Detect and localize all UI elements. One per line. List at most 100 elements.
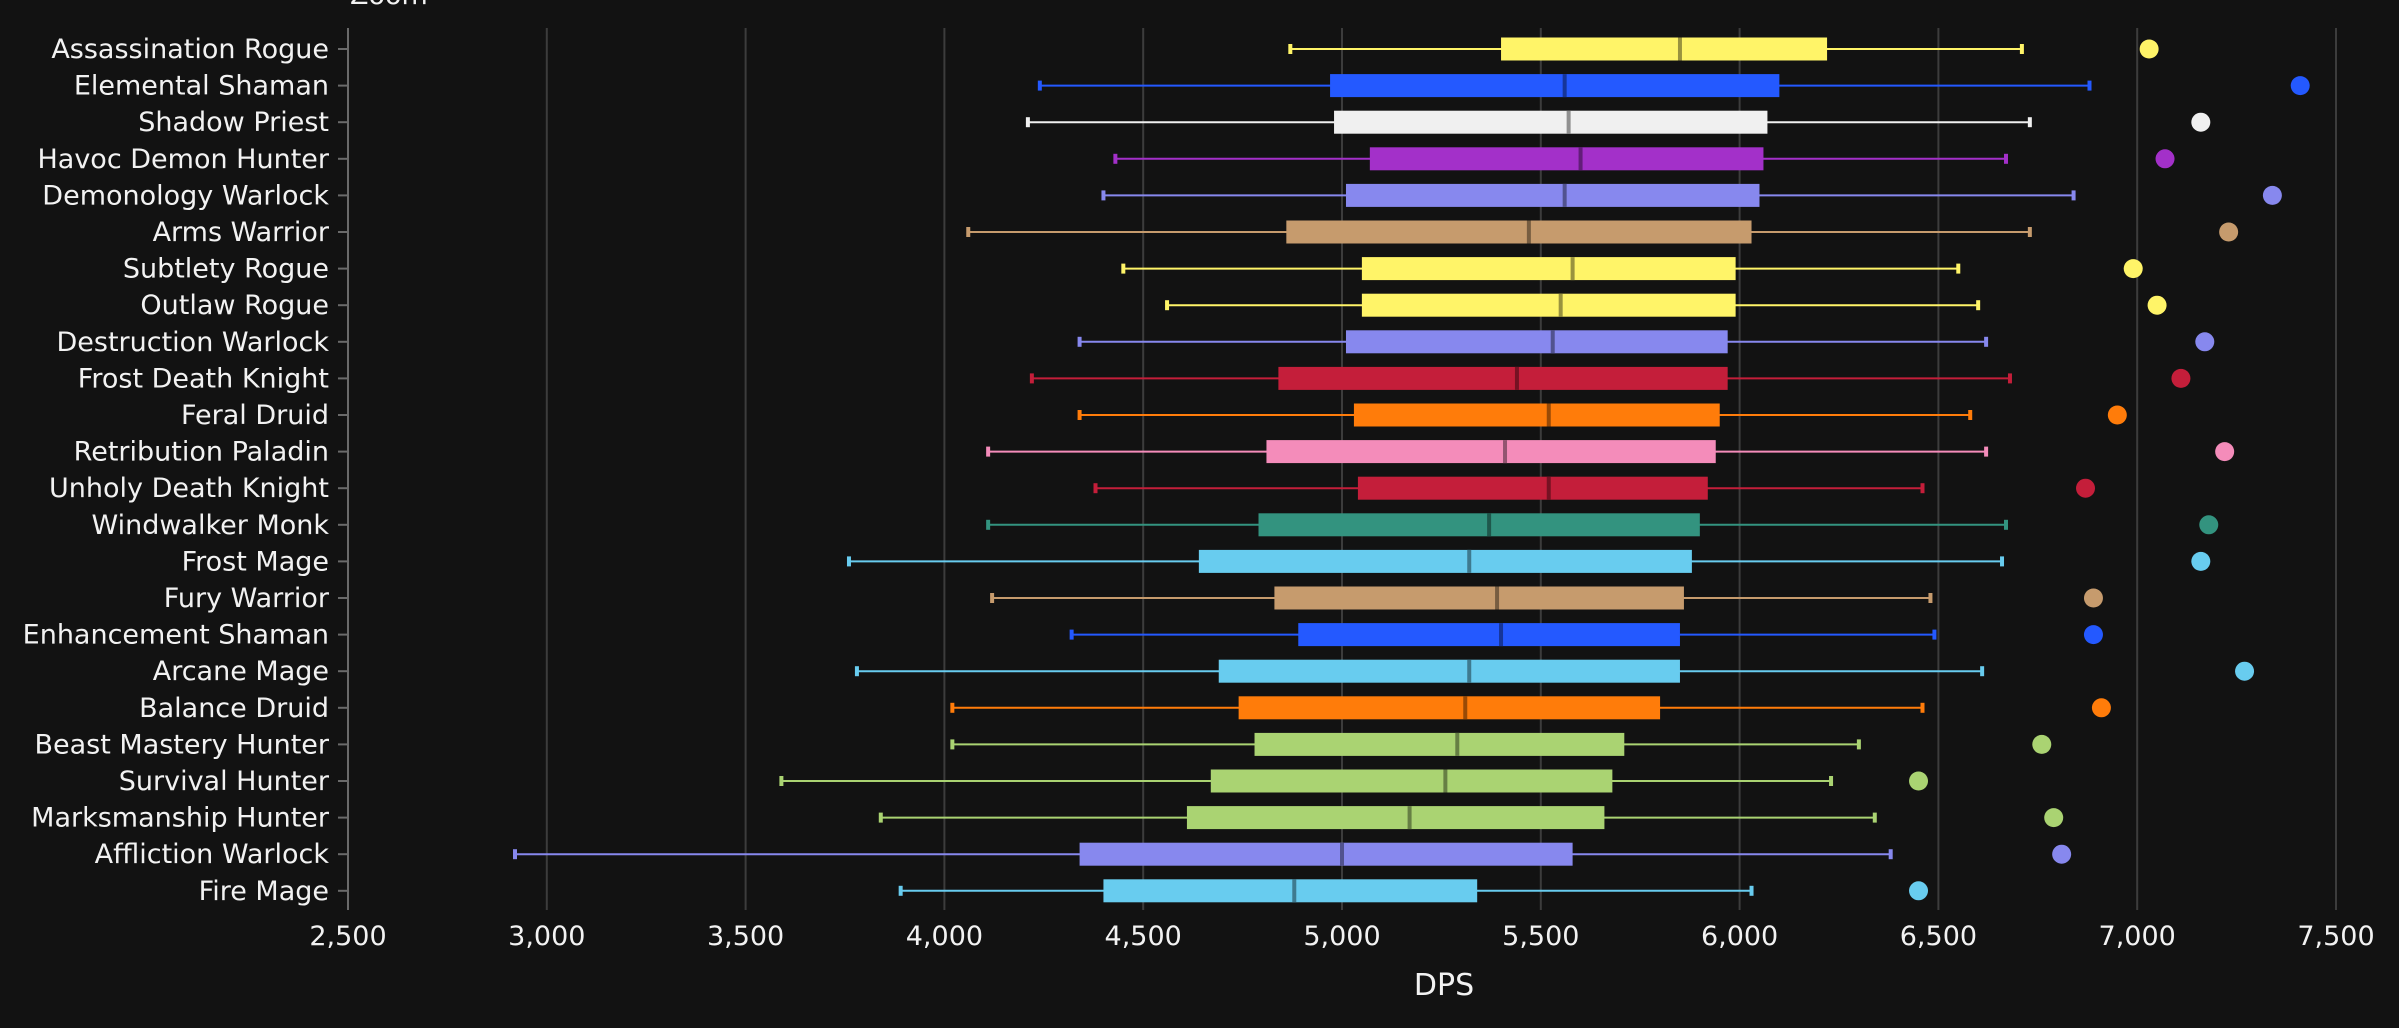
- x-tick-label: 3,000: [508, 921, 585, 952]
- outlier-point: [2191, 112, 2211, 132]
- outlier-point: [2076, 478, 2096, 498]
- box-series-item: [338, 476, 2096, 500]
- box-series-item: [338, 110, 2211, 134]
- iqr-box: [1286, 220, 1752, 244]
- outlier-point: [2032, 734, 2052, 754]
- box-series-item: [338, 440, 2235, 464]
- outlier-point: [2083, 588, 2103, 608]
- category-label: Havoc Demon Hunter: [37, 144, 329, 175]
- iqr-box: [1186, 806, 1605, 830]
- iqr-box: [1501, 37, 1828, 61]
- box-series-item: [338, 74, 2310, 98]
- box-series-item: [338, 37, 2159, 61]
- box-series-item: [338, 549, 2211, 573]
- category-label: Marksmanship Hunter: [31, 803, 330, 834]
- category-label: Shadow Priest: [138, 107, 329, 138]
- category-label: Balance Druid: [139, 693, 329, 724]
- iqr-box: [1361, 293, 1736, 317]
- box-series-item: [338, 257, 2143, 281]
- iqr-box: [1266, 440, 1716, 464]
- iqr-box: [1079, 842, 1573, 866]
- outlier-point: [2044, 808, 2064, 828]
- category-label: Frost Death Knight: [78, 363, 329, 394]
- outlier-point: [2052, 844, 2072, 864]
- category-label: Unholy Death Knight: [49, 473, 329, 504]
- outlier-point: [2107, 405, 2127, 425]
- box-series-item: [338, 513, 2219, 537]
- category-label: Arms Warrior: [153, 217, 330, 248]
- grid-lines: [347, 28, 2337, 910]
- box-series-item: [338, 586, 2103, 610]
- category-label: Fire Mage: [199, 876, 329, 907]
- box-series-item: [338, 623, 2103, 647]
- iqr-box: [1298, 623, 1680, 647]
- iqr-box: [1103, 879, 1478, 903]
- outlier-point: [2171, 368, 2191, 388]
- iqr-box: [1334, 110, 1768, 134]
- iqr-box: [1278, 366, 1728, 390]
- iqr-box: [1254, 732, 1625, 756]
- outlier-point: [2195, 332, 2215, 352]
- x-axis-title: DPS: [1414, 968, 1474, 1003]
- category-label: Subtlety Rogue: [123, 254, 329, 285]
- x-tick-label: 6,500: [1900, 921, 1977, 952]
- x-tick-label: 5,500: [1502, 921, 1579, 952]
- category-labels: Assassination Rogue Elemental Shaman Shado…: [23, 34, 330, 907]
- iqr-box: [1353, 403, 1720, 427]
- category-label: Enhancement Shaman: [23, 620, 329, 651]
- x-axis: 2,500 3,000 3,500 4,000 4,500 5,000 5,500 6,000…: [309, 921, 2374, 952]
- box-series-item: [338, 696, 2111, 720]
- iqr-box: [1210, 769, 1613, 793]
- outlier-point: [2262, 185, 2282, 205]
- outlier-point: [2199, 515, 2219, 535]
- x-tick-label: 4,000: [906, 921, 983, 952]
- x-tick-label: 4,500: [1105, 921, 1182, 952]
- box-series-item: [338, 732, 2052, 756]
- box-series-item: [338, 806, 2064, 830]
- category-label: Survival Hunter: [119, 766, 330, 797]
- category-label: Fury Warrior: [164, 583, 330, 614]
- outlier-point: [2155, 149, 2175, 169]
- outlier-point: [2235, 661, 2255, 681]
- outlier-point: [2139, 39, 2159, 59]
- x-tick-label: 7,500: [2297, 921, 2374, 952]
- outlier-point: [2147, 295, 2167, 315]
- box-series-item: [338, 403, 2127, 427]
- category-label: Retribution Paladin: [74, 437, 329, 468]
- box-series-item: [338, 220, 2239, 244]
- outlier-point: [2091, 698, 2111, 718]
- outlier-point: [1909, 881, 1929, 901]
- box-series-item: [338, 183, 2282, 207]
- category-label: Feral Druid: [181, 400, 329, 431]
- category-label: Demonology Warlock: [42, 180, 329, 211]
- box-series-item: [338, 659, 2255, 683]
- iqr-box: [1361, 257, 1736, 281]
- category-label: Assassination Rogue: [51, 34, 329, 65]
- outlier-point: [2083, 625, 2103, 645]
- outlier-point: [2219, 222, 2239, 242]
- category-label: Windwalker Monk: [91, 510, 329, 541]
- iqr-box: [1258, 513, 1700, 537]
- iqr-box: [1357, 476, 1708, 500]
- box-series-item: [338, 769, 1929, 793]
- category-label: Elemental Shaman: [74, 71, 329, 102]
- outlier-point: [2123, 259, 2143, 279]
- x-tick-label: 6,000: [1701, 921, 1778, 952]
- outlier-point: [1909, 771, 1929, 791]
- iqr-box: [1345, 330, 1728, 354]
- iqr-box: [1198, 549, 1692, 573]
- iqr-box: [1238, 696, 1661, 720]
- iqr-box: [1369, 147, 1764, 171]
- box-series-item: [338, 366, 2191, 390]
- x-tick-label: 5,000: [1303, 921, 1380, 952]
- x-tick-label: 7,000: [2099, 921, 2176, 952]
- iqr-box: [1274, 586, 1684, 610]
- box-series: [338, 37, 2310, 903]
- category-label: Affliction Warlock: [95, 839, 330, 870]
- category-label: Beast Mastery Hunter: [34, 729, 329, 760]
- box-series-item: [338, 330, 2215, 354]
- box-series-item: [338, 879, 1929, 903]
- x-tick-label: 3,500: [707, 921, 784, 952]
- iqr-box: [1345, 183, 1760, 207]
